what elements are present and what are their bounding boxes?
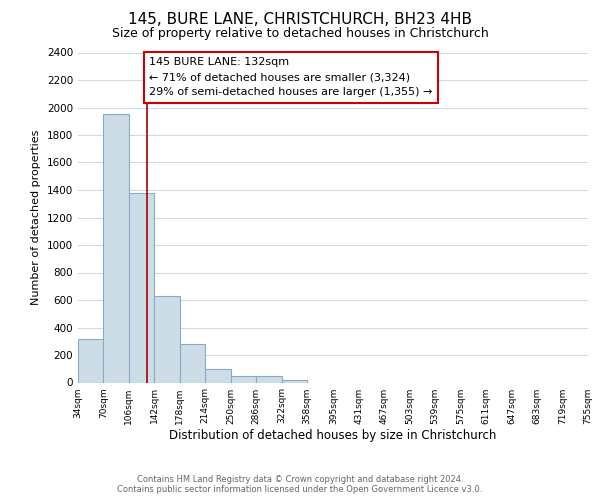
Bar [129,192,154,382]
Bar [103,114,129,382]
Bar [282,380,307,382]
Bar [78,338,103,382]
Bar [154,296,180,382]
Text: Contains HM Land Registry data © Crown copyright and database right 2024.
Contai: Contains HM Land Registry data © Crown c… [118,474,482,494]
Bar [180,344,205,383]
Bar [256,376,282,382]
X-axis label: Distribution of detached houses by size in Christchurch: Distribution of detached houses by size … [169,430,497,442]
Text: 145 BURE LANE: 132sqm
← 71% of detached houses are smaller (3,324)
29% of semi-d: 145 BURE LANE: 132sqm ← 71% of detached … [149,58,433,97]
Text: 145, BURE LANE, CHRISTCHURCH, BH23 4HB: 145, BURE LANE, CHRISTCHURCH, BH23 4HB [128,12,472,28]
Bar [231,376,256,382]
Text: Size of property relative to detached houses in Christchurch: Size of property relative to detached ho… [112,28,488,40]
Y-axis label: Number of detached properties: Number of detached properties [31,130,41,305]
Bar [205,369,231,382]
